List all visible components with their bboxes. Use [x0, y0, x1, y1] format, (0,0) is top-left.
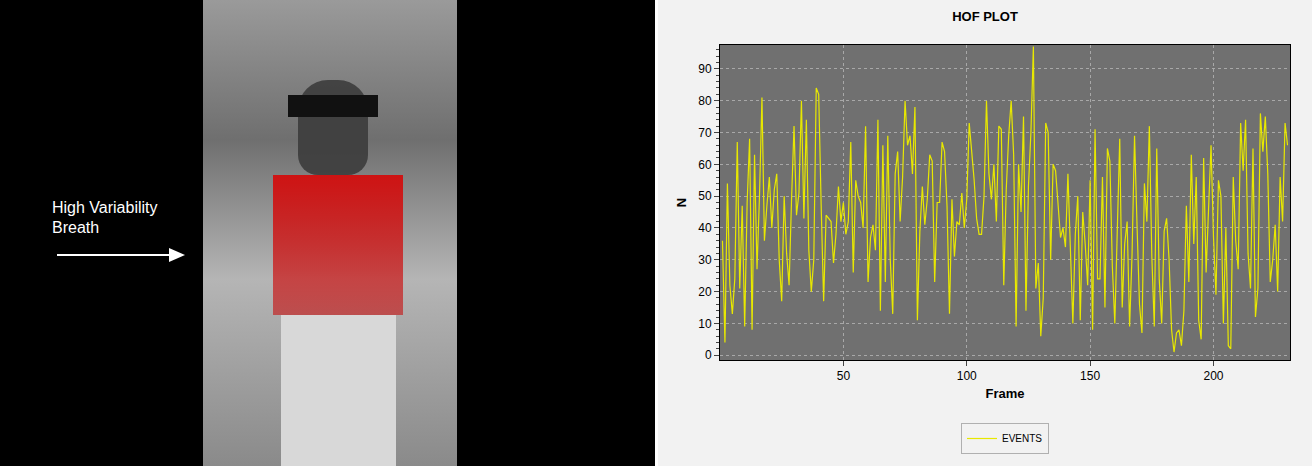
svg-text:EVENTS: EVENTS	[1002, 433, 1042, 444]
svg-text:Frame: Frame	[985, 386, 1024, 401]
svg-text:N: N	[674, 198, 689, 207]
svg-text:150: 150	[1080, 369, 1100, 383]
svg-text:100: 100	[957, 369, 977, 383]
svg-text:10: 10	[698, 317, 712, 331]
svg-text:50: 50	[698, 189, 712, 203]
svg-text:90: 90	[698, 62, 712, 76]
svg-text:30: 30	[698, 253, 712, 267]
svg-text:60: 60	[698, 158, 712, 172]
svg-text:20: 20	[698, 285, 712, 299]
svg-text:70: 70	[698, 126, 712, 140]
svg-text:HOF PLOT: HOF PLOT	[952, 9, 1018, 24]
svg-text:80: 80	[698, 94, 712, 108]
svg-text:0: 0	[705, 348, 712, 362]
html-text:High Variability Breath: High Variability Breath	[52, 199, 158, 236]
svg-text:50: 50	[837, 369, 851, 383]
svg-text:200: 200	[1203, 369, 1223, 383]
svg-text:40: 40	[698, 221, 712, 235]
